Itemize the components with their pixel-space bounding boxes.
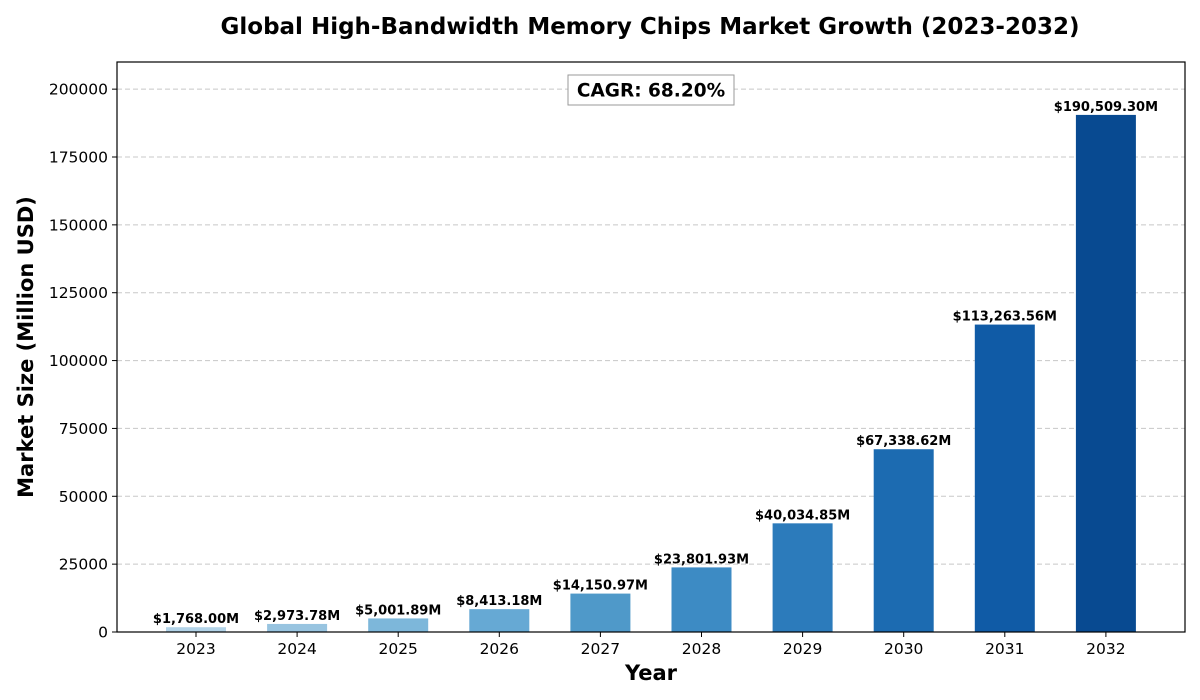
data-label-2032: $190,509.30M [1054, 100, 1158, 115]
x-tick-label: 2027 [581, 640, 620, 658]
x-tick-label: 2023 [176, 640, 215, 658]
y-tick-label: 100000 [49, 352, 108, 370]
y-tick-label: 200000 [49, 81, 108, 99]
data-label-2026: $8,413.18M [456, 594, 542, 609]
y-tick-label: 150000 [49, 216, 108, 234]
y-axis-ticks: 0 25000 50000 75000 100000 125000 150000 175000… [49, 81, 117, 642]
bar-2031 [974, 324, 1035, 632]
x-axis-ticks: 2023 2024 2025 2026 2027 2028 2029 2030 2031 2032 [176, 632, 1126, 658]
x-tick-label: 2031 [985, 640, 1024, 658]
data-label-2031: $113,263.56M [953, 310, 1057, 325]
bar-2029 [772, 523, 833, 632]
data-label-2025: $5,001.89M [355, 603, 441, 618]
bar-2025 [368, 618, 429, 632]
data-label-2024: $2,973.78M [254, 609, 340, 624]
bar-2023 [166, 627, 226, 632]
y-tick-label: 25000 [59, 556, 108, 574]
y-tick-label: 125000 [49, 284, 108, 302]
bar-2026 [469, 609, 530, 632]
bars [166, 114, 1136, 633]
y-tick-label: 0 [98, 624, 108, 642]
data-label-2023: $1,768.00M [153, 612, 239, 627]
cagr-box [567, 74, 735, 106]
cagr-text: CAGR: 68.20% [577, 81, 725, 102]
y-tick-label: 50000 [59, 488, 108, 506]
x-tick-label: 2026 [480, 640, 519, 658]
data-label-2030: $67,338.62M [856, 434, 951, 449]
plot-frame [116, 61, 1186, 633]
x-tick-label: 2029 [783, 640, 822, 658]
data-label-2029: $40,034.85M [755, 508, 850, 523]
data-label-2028: $23,801.93M [654, 552, 749, 567]
y-tick-label: 75000 [59, 420, 108, 438]
cagr-annotation: CAGR: 68.20% [567, 74, 735, 106]
bar-2030 [873, 449, 934, 632]
bar-2028 [671, 567, 732, 632]
bar-2024 [267, 623, 328, 632]
data-label-2027: $14,150.97M [553, 579, 648, 594]
bar-2027 [570, 593, 631, 632]
x-tick-label: 2032 [1086, 640, 1125, 658]
x-tick-label: 2024 [277, 640, 316, 658]
x-tick-label: 2030 [884, 640, 923, 658]
y-tick-label: 175000 [49, 149, 108, 167]
chart-title: Global High-Bandwidth Memory Chips Marke… [221, 14, 1080, 40]
bar-2032 [1075, 114, 1136, 633]
y-axis-label: Market Size (Million USD) [14, 196, 38, 498]
x-tick-label: 2028 [682, 640, 721, 658]
data-labels: $1,768.00M $2,973.78M $5,001.89M $8,413.18M… [153, 100, 1158, 627]
x-axis-label: Year [624, 661, 678, 685]
x-tick-label: 2025 [378, 640, 417, 658]
